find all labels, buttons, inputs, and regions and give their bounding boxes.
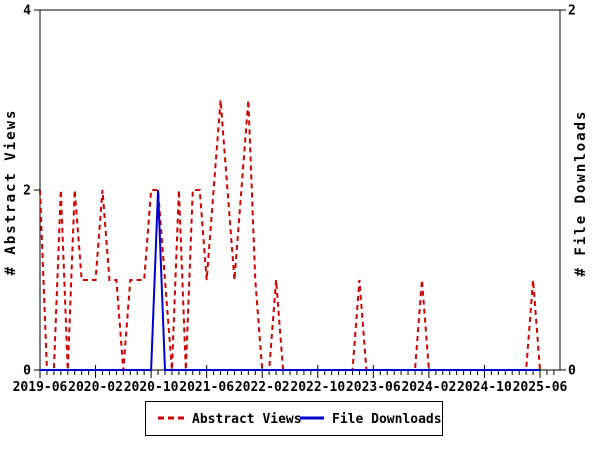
x-tick-label: 2023-06 xyxy=(346,380,401,395)
right-axis-title: # File Downloads xyxy=(573,110,589,277)
x-tick-label: 2020-02 xyxy=(68,380,123,395)
left-axis-tick-label: 2 xyxy=(23,184,31,199)
legend-label-file-downloads: File Downloads xyxy=(332,412,442,427)
left-axis-title: # Abstract Views xyxy=(3,109,19,276)
x-tick-label: 2022-02 xyxy=(235,380,290,395)
x-tick-label: 2024-10 xyxy=(457,380,512,395)
series-line-file-downloads xyxy=(40,189,540,371)
axis-ticks xyxy=(34,9,566,378)
data-series xyxy=(39,99,541,371)
x-tick-label: 2020-10 xyxy=(124,380,179,395)
y-tick-labels: 0 2 4 0 2 xyxy=(23,4,576,379)
right-axis-tick-label: 2 xyxy=(568,4,576,19)
legend: Abstract Views File Downloads xyxy=(145,401,443,436)
x-tick-label: 2022-10 xyxy=(290,380,345,395)
x-tick-label: 2019-06 xyxy=(13,380,68,395)
legend-box xyxy=(145,401,443,436)
x-tick-labels: 2019-06 2020-02 2020-10 2021-06 2022-02 2022-… xyxy=(13,380,568,395)
x-tick-label: 2025-06 xyxy=(513,380,568,395)
left-axis-tick-label: 4 xyxy=(23,4,31,19)
x-tick-label: 2021-06 xyxy=(179,380,234,395)
series-line-abstract-views xyxy=(39,99,541,371)
right-axis-tick-label: 0 xyxy=(568,364,576,379)
x-tick-label: 2024-02 xyxy=(401,380,456,395)
plot-frame xyxy=(39,9,561,371)
left-axis-tick-label: 0 xyxy=(23,364,31,379)
legend-label-abstract-views: Abstract Views xyxy=(192,412,302,427)
